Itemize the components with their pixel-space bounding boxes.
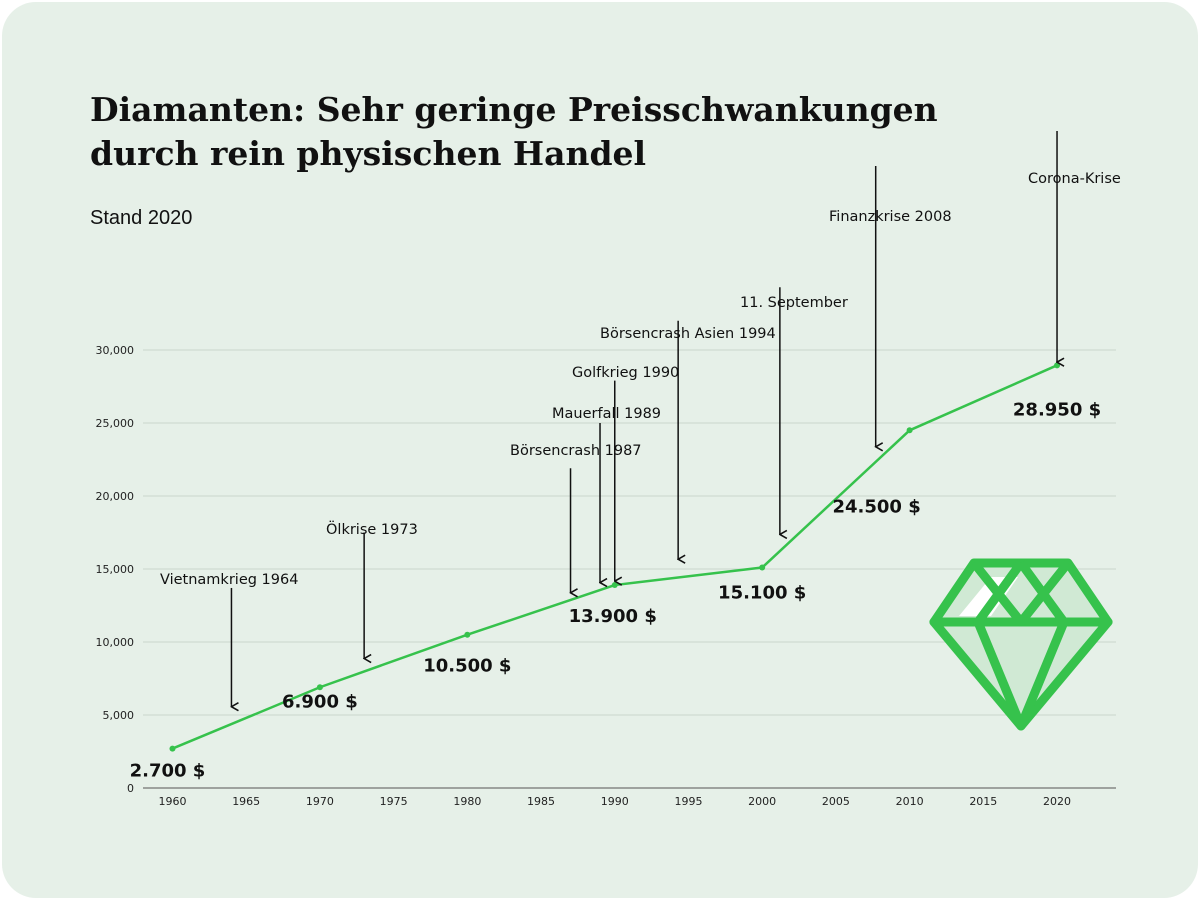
y-tick-label: 20,000	[96, 490, 135, 503]
x-tick-label: 1970	[306, 795, 334, 808]
x-tick-label: 1960	[158, 795, 186, 808]
data-point	[316, 684, 323, 691]
x-tick-label: 2010	[896, 795, 924, 808]
x-tick-label: 2005	[822, 795, 850, 808]
data-point	[759, 564, 766, 571]
x-tick-label: 1980	[453, 795, 481, 808]
value-labels: 2.700 $ 6.900 $ 10.500 $ 13.900 $ 15.100 $ 24…	[130, 399, 1102, 781]
data-point	[1054, 362, 1061, 369]
annotation-label: 11. September	[740, 295, 848, 311]
annotation-label: Mauerfall 1989	[552, 406, 661, 422]
diamond-icon	[929, 558, 1113, 731]
value-label: 15.100 $	[718, 583, 806, 604]
x-tick-label: 2015	[969, 795, 997, 808]
chart-title: Diamanten: Sehr geringe Preisschwankunge…	[90, 90, 938, 173]
annotation-label: Ölkrise 1973	[326, 520, 418, 538]
value-label: 10.500 $	[423, 656, 511, 677]
data-point	[906, 427, 913, 434]
annotation-label: Golfkrieg 1990	[572, 365, 679, 381]
annotation-label: Börsencrash Asien 1994	[600, 326, 776, 342]
x-tick-label: 1975	[380, 795, 408, 808]
x-tick-label: 1990	[601, 795, 629, 808]
annotation-label: Börsencrash 1987	[510, 443, 642, 459]
x-tick-label: 1985	[527, 795, 555, 808]
y-tick-label: 15,000	[96, 563, 135, 576]
value-label: 6.900 $	[282, 691, 358, 712]
value-label: 13.900 $	[569, 606, 657, 627]
y-tick-label: 30,000	[96, 344, 135, 357]
event-annotations: Vietnamkrieg 1964 Ölkrise 1973 Börsencrash…	[160, 131, 1121, 707]
y-tick-label: 5,000	[103, 709, 135, 722]
data-point	[611, 582, 618, 589]
annotation-label: Vietnamkrieg 1964	[160, 572, 298, 588]
chart-subtitle: Stand 2020	[90, 207, 193, 229]
annotation-label: Corona-Krise	[1028, 171, 1121, 187]
y-tick-label: 25,000	[96, 417, 135, 430]
annotation-label: Finanzkrise 2008	[829, 209, 952, 225]
x-tick-label: 1965	[232, 795, 260, 808]
value-label: 28.950 $	[1013, 399, 1101, 420]
x-tick-label: 2000	[748, 795, 776, 808]
x-tick-label: 1995	[674, 795, 702, 808]
value-label: 24.500 $	[832, 496, 920, 517]
value-label: 2.700 $	[130, 761, 206, 782]
axes: 0 5,000 10,000 15,000 20,000 25,000 30,000 1960…	[96, 344, 1116, 808]
y-tick-label: 0	[127, 782, 134, 795]
data-point	[169, 745, 176, 752]
data-point	[464, 631, 471, 638]
y-tick-label: 10,000	[96, 636, 135, 649]
x-tick-label: 2020	[1043, 795, 1071, 808]
